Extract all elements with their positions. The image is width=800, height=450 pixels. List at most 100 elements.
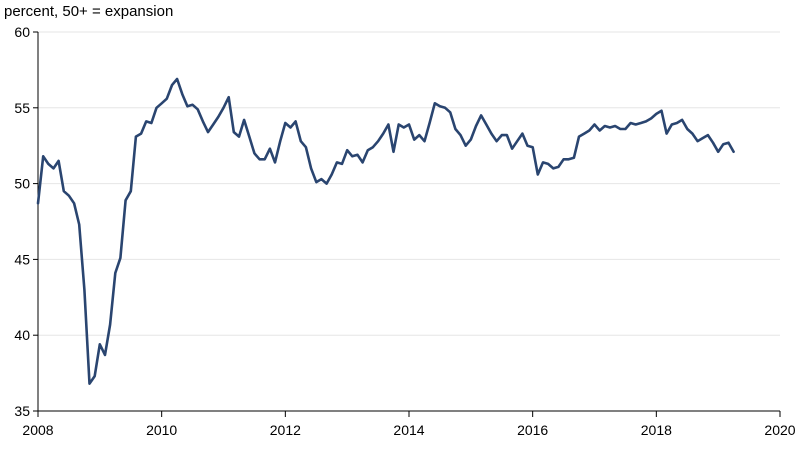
data-point xyxy=(511,147,513,150)
data-point xyxy=(191,104,194,106)
data-point xyxy=(707,134,709,136)
data-point xyxy=(387,123,390,126)
data-point xyxy=(722,143,725,145)
x-tick-label: 2014 xyxy=(393,422,424,438)
data-point xyxy=(542,161,544,164)
data-point xyxy=(377,140,379,142)
data-point xyxy=(609,126,611,129)
data-point xyxy=(562,158,565,161)
data-point xyxy=(691,132,694,135)
data-point xyxy=(294,120,297,123)
data-point xyxy=(135,135,137,138)
data-point xyxy=(516,140,518,142)
data-point xyxy=(686,128,689,130)
data-point xyxy=(222,107,225,109)
data-point xyxy=(109,323,111,326)
data-point xyxy=(274,161,276,164)
data-point xyxy=(567,158,570,161)
data-point xyxy=(655,113,658,115)
data-point xyxy=(665,132,668,135)
data-point xyxy=(181,93,184,95)
data-point xyxy=(423,140,426,142)
data-point xyxy=(78,223,80,226)
data-point xyxy=(552,167,555,170)
data-point xyxy=(382,132,385,135)
data-point xyxy=(217,116,220,118)
data-point xyxy=(367,149,369,151)
data-point xyxy=(284,122,287,124)
data-point xyxy=(531,146,534,148)
data-point xyxy=(83,288,86,291)
data-point xyxy=(650,117,652,120)
data-point xyxy=(171,84,173,86)
data-point xyxy=(336,161,338,164)
data-point xyxy=(717,151,719,153)
data-point xyxy=(439,105,441,108)
data-point xyxy=(212,123,214,126)
data-point xyxy=(413,138,416,141)
data-point xyxy=(392,151,395,153)
data-point xyxy=(459,134,462,136)
y-tick-label: 45 xyxy=(14,251,30,267)
data-point xyxy=(418,134,421,136)
data-point xyxy=(325,182,328,185)
data-point xyxy=(155,107,158,109)
data-point xyxy=(263,158,266,161)
data-point xyxy=(258,158,261,161)
data-point xyxy=(583,132,585,135)
data-point xyxy=(145,120,147,123)
data-point xyxy=(397,123,400,126)
data-point xyxy=(305,146,307,148)
data-point xyxy=(346,149,349,151)
y-tick-label: 60 xyxy=(14,24,30,40)
data-point xyxy=(624,128,627,130)
data-point xyxy=(104,354,106,356)
data-point xyxy=(300,140,302,142)
data-point xyxy=(166,97,168,100)
data-point xyxy=(88,382,91,385)
data-point xyxy=(47,163,50,165)
data-point xyxy=(150,122,153,124)
data-point xyxy=(42,155,44,158)
data-point xyxy=(593,123,596,126)
data-point xyxy=(351,155,354,158)
data-point xyxy=(310,167,312,170)
data-point xyxy=(480,114,482,117)
data-point xyxy=(573,157,575,159)
data-point xyxy=(444,107,446,109)
data-point xyxy=(464,144,467,147)
data-point xyxy=(63,190,65,192)
data-point xyxy=(671,123,673,126)
data-point xyxy=(604,125,606,127)
data-point xyxy=(614,125,616,127)
data-point xyxy=(330,173,333,176)
data-point xyxy=(269,147,271,150)
data-point xyxy=(253,152,256,155)
data-point xyxy=(547,163,549,165)
data-point xyxy=(470,138,472,141)
data-point xyxy=(485,123,488,126)
x-tick-label: 2020 xyxy=(764,422,795,438)
data-point xyxy=(68,194,70,197)
data-point xyxy=(475,125,477,127)
data-point xyxy=(727,141,730,144)
y-tick-label: 50 xyxy=(14,176,30,192)
data-point xyxy=(233,131,235,133)
data-point xyxy=(526,144,529,147)
data-point xyxy=(140,132,142,135)
data-point xyxy=(634,123,637,126)
data-point xyxy=(434,102,436,105)
y-tick-label: 40 xyxy=(14,327,30,343)
data-point xyxy=(202,120,204,123)
data-point xyxy=(506,134,508,136)
x-axis-ticks: 2008 2010 2012 2014 2016 2018 2020 xyxy=(22,411,796,438)
data-point xyxy=(640,122,642,124)
data-point xyxy=(186,105,189,108)
data-point xyxy=(495,140,498,142)
data-point xyxy=(660,110,663,112)
data-point xyxy=(176,78,178,80)
x-tick-label: 2018 xyxy=(641,422,672,438)
data-point xyxy=(501,134,503,136)
x-tick-label: 2008 xyxy=(22,422,53,438)
